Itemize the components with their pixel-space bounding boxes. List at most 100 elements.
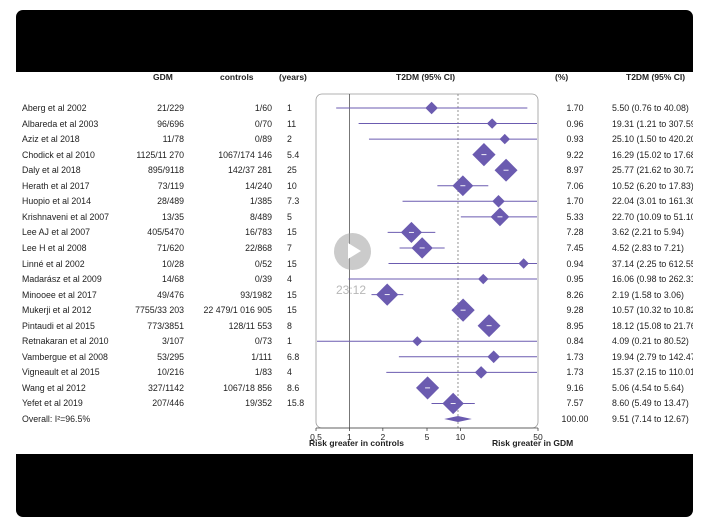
cell-weight: 5.33: [566, 211, 584, 222]
cell-gdm: 28/489: [157, 196, 184, 207]
cell-ci: 3.62 (2.21 to 5.94): [612, 227, 684, 238]
cell-weight: 1.73: [566, 351, 584, 362]
table-row: Vambergue et al 2008 53/295 1/111 6.8 1.73 19…: [16, 350, 693, 366]
cell-weight: 8.97: [566, 165, 584, 176]
cell-years: 7: [287, 242, 292, 253]
cell-years: 15: [287, 305, 297, 316]
cell-controls: 1/60: [254, 103, 272, 113]
overall-label: Overall: I²=96.5%: [22, 414, 91, 424]
cell-years: 4: [287, 274, 292, 285]
cell-controls: 0/70: [254, 118, 272, 129]
cell-controls: 8/489: [249, 211, 272, 222]
cell-ci: 22.70 (10.09 to 51.10): [612, 211, 693, 222]
cell-study: Yefet et al 2019: [22, 398, 83, 409]
cell-weight: 7.45: [566, 242, 584, 253]
cell-study: Krishnaveni et al 2007: [22, 211, 110, 222]
cell-ci: 25.10 (1.50 to 420.20): [612, 134, 693, 145]
play-button[interactable]: [334, 233, 371, 270]
cell-years: 8.6: [287, 382, 300, 393]
cell-controls: 0/73: [254, 336, 272, 347]
cell-ci: 8.60 (5.49 to 13.47): [612, 398, 689, 409]
x-tick-label: 10: [456, 432, 466, 442]
cell-years: 15: [287, 227, 297, 238]
study-marker: [487, 350, 500, 364]
cell-study: Aberg et al 2002: [22, 103, 87, 113]
cell-ci: 19.31 (1.21 to 307.59): [612, 118, 693, 129]
cell-ci: 5.06 (4.54 to 5.64): [612, 382, 684, 393]
study-marker: [412, 336, 423, 347]
cell-weight: 7.06: [566, 180, 584, 191]
cell-weight: 0.95: [566, 274, 584, 285]
header-controls: controls: [220, 72, 254, 82]
overall-ci: 9.51 (7.14 to 12.67): [612, 414, 689, 424]
cell-years: 25: [287, 165, 297, 176]
cell-years: 8: [287, 320, 292, 331]
cell-ci: 25.77 (21.62 to 30.72): [612, 165, 693, 176]
cell-study: Minooee et al 2017: [22, 289, 97, 300]
study-marker: [486, 118, 498, 129]
cell-years: 10: [287, 180, 297, 191]
cell-study: Chodick et al 2010: [22, 149, 95, 160]
header-years: (years): [279, 72, 307, 82]
cell-controls: 1/83: [254, 367, 272, 378]
table-row: Chodick et al 2010 1125/11 270 1067/174 14…: [16, 148, 693, 164]
forest-plot: 0.5 1 2 5 10 50: [310, 93, 543, 442]
table-row: Albareda et al 2003 96/696 0/70 11 0.96 19.31…: [16, 117, 693, 133]
x-tick-label: 0.5: [310, 432, 322, 442]
video-timestamp: 23:12: [336, 283, 367, 297]
cell-weight: 9.16: [566, 382, 584, 393]
cell-gdm: 895/9118: [147, 165, 184, 176]
study-marker: [499, 133, 510, 145]
cell-gdm: 3/107: [161, 336, 184, 347]
cell-controls: 14/240: [245, 180, 272, 191]
cell-gdm: 49/476: [157, 289, 184, 300]
cell-study: Lee H et al 2008: [22, 242, 87, 253]
cell-controls: 1/385: [249, 196, 272, 207]
cell-gdm: 21/229: [157, 103, 184, 113]
cell-gdm: 53/295: [157, 351, 184, 362]
table-row: Mukerji et al 2012 7755/33 203 22 479/1 01…: [16, 303, 693, 319]
right-note: Risk greater in GDM: [492, 438, 574, 448]
table-row: Yefet et al 2019 207/446 19/352 15.8 7.57 8.6…: [16, 396, 693, 412]
cell-gdm: 207/446: [152, 398, 184, 409]
cell-ci: 22.04 (3.01 to 161.30): [612, 196, 693, 207]
cell-gdm: 71/620: [157, 242, 184, 253]
cell-ci: 18.12 (15.08 to 21.76): [612, 320, 693, 331]
cell-weight: 0.84: [566, 336, 584, 347]
cell-ci: 10.52 (6.20 to 17.83): [612, 180, 693, 191]
overall-weight: 100.00: [561, 414, 589, 424]
cell-study: Lee AJ et al 2007: [22, 227, 90, 238]
cell-ci: 4.09 (0.21 to 80.52): [612, 336, 689, 347]
table-row: Wang et al 2012 327/1142 1067/18 856 8.6 9.1…: [16, 381, 693, 397]
table-row: Pintaudi et al 2015 773/3851 128/11 553 8 8.…: [16, 319, 693, 335]
cell-controls: 93/1982: [240, 289, 272, 300]
cell-weight: 1.70: [566, 196, 584, 207]
study-marker: [425, 101, 438, 115]
cell-study: Vigneault et al 2015: [22, 367, 100, 378]
study-marker: [478, 273, 489, 285]
cell-study: Wang et al 2012: [22, 382, 86, 393]
cell-weight: 9.28: [566, 305, 584, 316]
cell-ci: 16.29 (15.02 to 17.68): [612, 149, 693, 160]
cell-weight: 8.26: [566, 289, 584, 300]
video-player[interactable]: GDM controls (years) T2DM (95% CI) (%) T…: [16, 10, 693, 517]
cell-ci: 19.94 (2.79 to 142.47): [612, 351, 693, 362]
cell-years: 1: [287, 336, 292, 347]
cell-weight: 1.70: [566, 103, 584, 113]
cell-ci: 16.06 (0.98 to 262.31): [612, 274, 693, 285]
cell-controls: 0/52: [254, 258, 272, 269]
cell-years: 15: [287, 258, 297, 269]
cell-controls: 0/89: [254, 134, 272, 145]
table-row: Retnakaran et al 2010 3/107 0/73 1 0.84 4.09 …: [16, 334, 693, 350]
cell-years: 1: [287, 103, 292, 113]
cell-weight: 7.28: [566, 227, 584, 238]
video-frame: GDM controls (years) T2DM (95% CI) (%) T…: [16, 72, 693, 454]
header-ci: T2DM (95% CI): [626, 72, 686, 82]
study-marker: [492, 195, 505, 208]
cell-study: Linné et al 2002: [22, 258, 85, 269]
cell-weight: 0.96: [566, 118, 584, 129]
cell-years: 2: [287, 134, 292, 145]
cell-gdm: 10/28: [161, 258, 184, 269]
cell-study: Madarász et al 2009: [22, 274, 102, 285]
cell-years: 5: [287, 211, 292, 222]
